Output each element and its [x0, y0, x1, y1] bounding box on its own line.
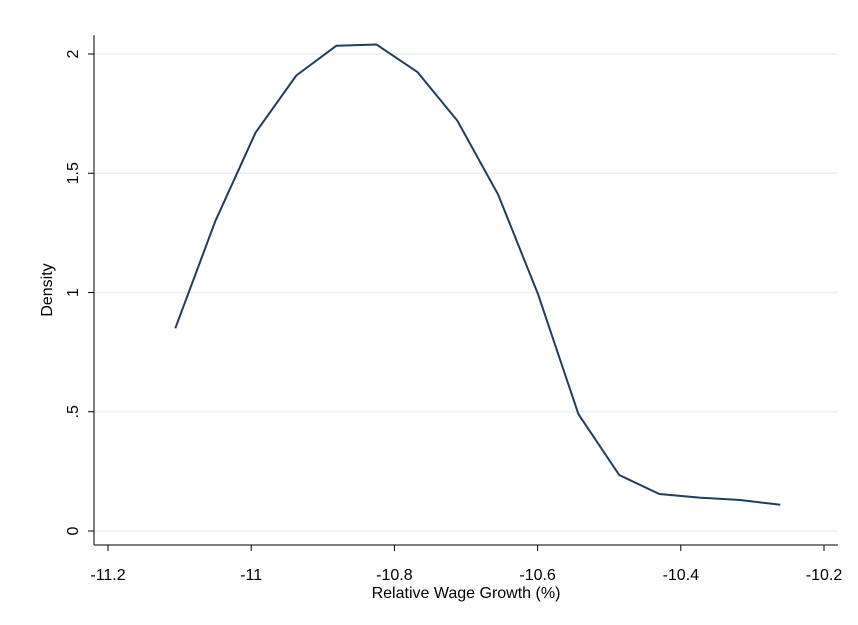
x-tick-label: -10.8	[376, 567, 413, 584]
y-axis-title: Density	[39, 263, 56, 316]
x-axis-title: Relative Wage Growth (%)	[372, 585, 561, 602]
density-line	[174, 43, 781, 506]
y-tick-label: .5	[65, 405, 82, 418]
y-tick-label: 2	[65, 49, 82, 58]
x-tick-label: -10.6	[519, 567, 556, 584]
y-tick-label: 1	[65, 288, 82, 297]
y-tick-label: 1.5	[65, 162, 82, 184]
y-axis-ticks: 0 .5 1 1.5 2	[65, 49, 94, 535]
x-tick-label: -10.4	[663, 567, 700, 584]
x-axis-ticks: -11.2 -11 -10.8 -10.6 -10.4 -10.2	[90, 545, 842, 584]
x-tick-label: -10.2	[806, 567, 843, 584]
gridlines	[94, 53, 838, 532]
y-tick-label: 0	[65, 526, 82, 535]
x-tick-label: -11	[240, 567, 262, 584]
x-tick-label: -11.2	[90, 567, 125, 584]
